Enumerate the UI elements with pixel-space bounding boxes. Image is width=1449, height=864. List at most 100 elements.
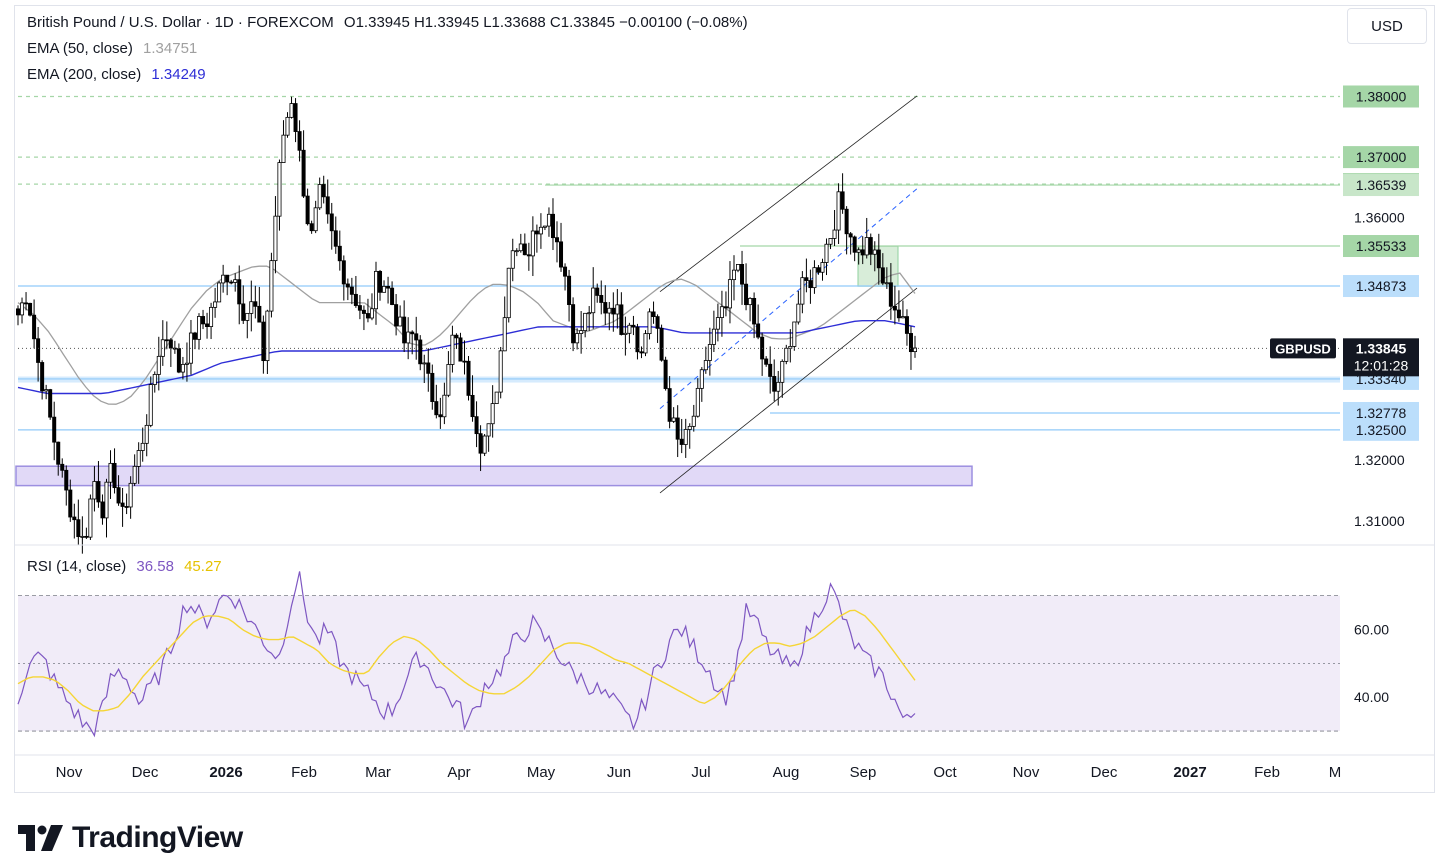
candle-body — [152, 374, 157, 385]
chart-frame — [14, 5, 1435, 793]
candle-body — [623, 332, 628, 335]
candle-body — [176, 348, 181, 373]
last-price-value: 1.33845 — [1356, 340, 1407, 356]
candle — [48, 388, 53, 420]
candle-body — [201, 316, 206, 325]
candle — [410, 330, 415, 355]
candle — [832, 209, 837, 246]
candle-body — [671, 417, 676, 422]
symbol-tag-label: GBPUSD — [1275, 341, 1331, 356]
candle-body — [490, 403, 495, 425]
candle-body — [776, 381, 781, 392]
candle — [719, 290, 724, 337]
candle — [655, 314, 660, 343]
candle — [172, 340, 177, 354]
tradingview-logo-text: TradingView — [72, 821, 243, 854]
tradingview-logo[interactable]: TradingView — [18, 820, 243, 856]
candle-body — [15, 308, 20, 316]
candle — [76, 499, 81, 545]
candle-body — [64, 469, 69, 491]
candle — [382, 280, 387, 293]
ema200-value: 1.34249 — [151, 66, 206, 83]
candle — [225, 274, 230, 296]
channel-lower-line — [659, 287, 918, 494]
candle-body — [365, 313, 370, 319]
candle-body — [679, 438, 684, 445]
candle-body — [756, 323, 761, 338]
candle-body — [913, 347, 918, 353]
ema200-line — [17, 320, 916, 395]
ema200-legend[interactable]: EMA (200, close) 1.34249 — [27, 66, 206, 83]
candle-body — [317, 184, 322, 209]
candle-body — [430, 372, 435, 402]
candle-body — [768, 363, 773, 377]
candle — [880, 253, 885, 286]
candle — [434, 384, 439, 419]
candle-body — [526, 254, 531, 257]
candle-body — [474, 416, 479, 435]
candle — [321, 175, 326, 204]
candle — [277, 159, 282, 231]
candle — [120, 487, 125, 527]
candle-body — [341, 260, 346, 285]
rsi-legend[interactable]: RSI (14, close) 36.58 45.27 — [27, 558, 222, 575]
candle-body — [329, 213, 334, 232]
candle-body — [856, 249, 861, 253]
candle — [518, 233, 523, 253]
candle-body — [518, 243, 523, 252]
candle-body — [217, 282, 222, 303]
symbol-legend: British Pound / U.S. Dollar · 1D · FOREX… — [27, 14, 748, 31]
candle — [301, 130, 306, 198]
candle — [703, 346, 708, 374]
candle-body — [478, 433, 483, 454]
candle-body — [48, 389, 53, 418]
candle — [317, 177, 322, 210]
candle — [900, 300, 905, 319]
candle-body — [458, 337, 463, 362]
candle-body — [583, 312, 588, 332]
price-level-tag — [1343, 275, 1419, 298]
candle-body — [486, 423, 491, 437]
candle-body — [297, 131, 302, 151]
candle — [341, 255, 346, 301]
candle — [466, 356, 471, 401]
candle — [313, 200, 318, 234]
candle — [498, 346, 503, 399]
candle — [398, 305, 403, 327]
candle-body — [639, 351, 644, 354]
candle-body — [225, 274, 230, 283]
candle-body — [80, 535, 85, 538]
candle — [253, 285, 258, 319]
currency-button[interactable]: USD — [1347, 8, 1427, 44]
candle — [92, 466, 97, 512]
candle — [406, 317, 411, 360]
candle-body — [56, 441, 61, 465]
blue-support-band — [18, 376, 1340, 383]
ema50-legend[interactable]: EMA (50, close) 1.34751 — [27, 40, 197, 57]
candle — [550, 198, 555, 251]
candle-body — [414, 333, 419, 341]
candle — [530, 216, 535, 277]
candle — [860, 236, 865, 265]
candle-body — [325, 196, 330, 215]
candle — [188, 319, 193, 375]
candle-body — [140, 442, 145, 451]
candle — [305, 188, 310, 226]
candle-body — [514, 250, 519, 253]
candle — [470, 375, 475, 422]
candle-body — [796, 303, 801, 323]
candle-body — [72, 516, 77, 521]
candle-body — [361, 309, 366, 314]
candle — [913, 335, 918, 358]
candle — [800, 271, 805, 314]
candle — [526, 242, 531, 271]
candle-body — [434, 401, 439, 416]
time-axis-tick: 2027 — [1173, 764, 1206, 781]
candle — [776, 370, 781, 406]
candle — [639, 346, 644, 359]
candle — [361, 305, 366, 331]
purple-support-zone — [15, 465, 973, 487]
candle — [369, 293, 374, 321]
candle — [148, 376, 153, 428]
